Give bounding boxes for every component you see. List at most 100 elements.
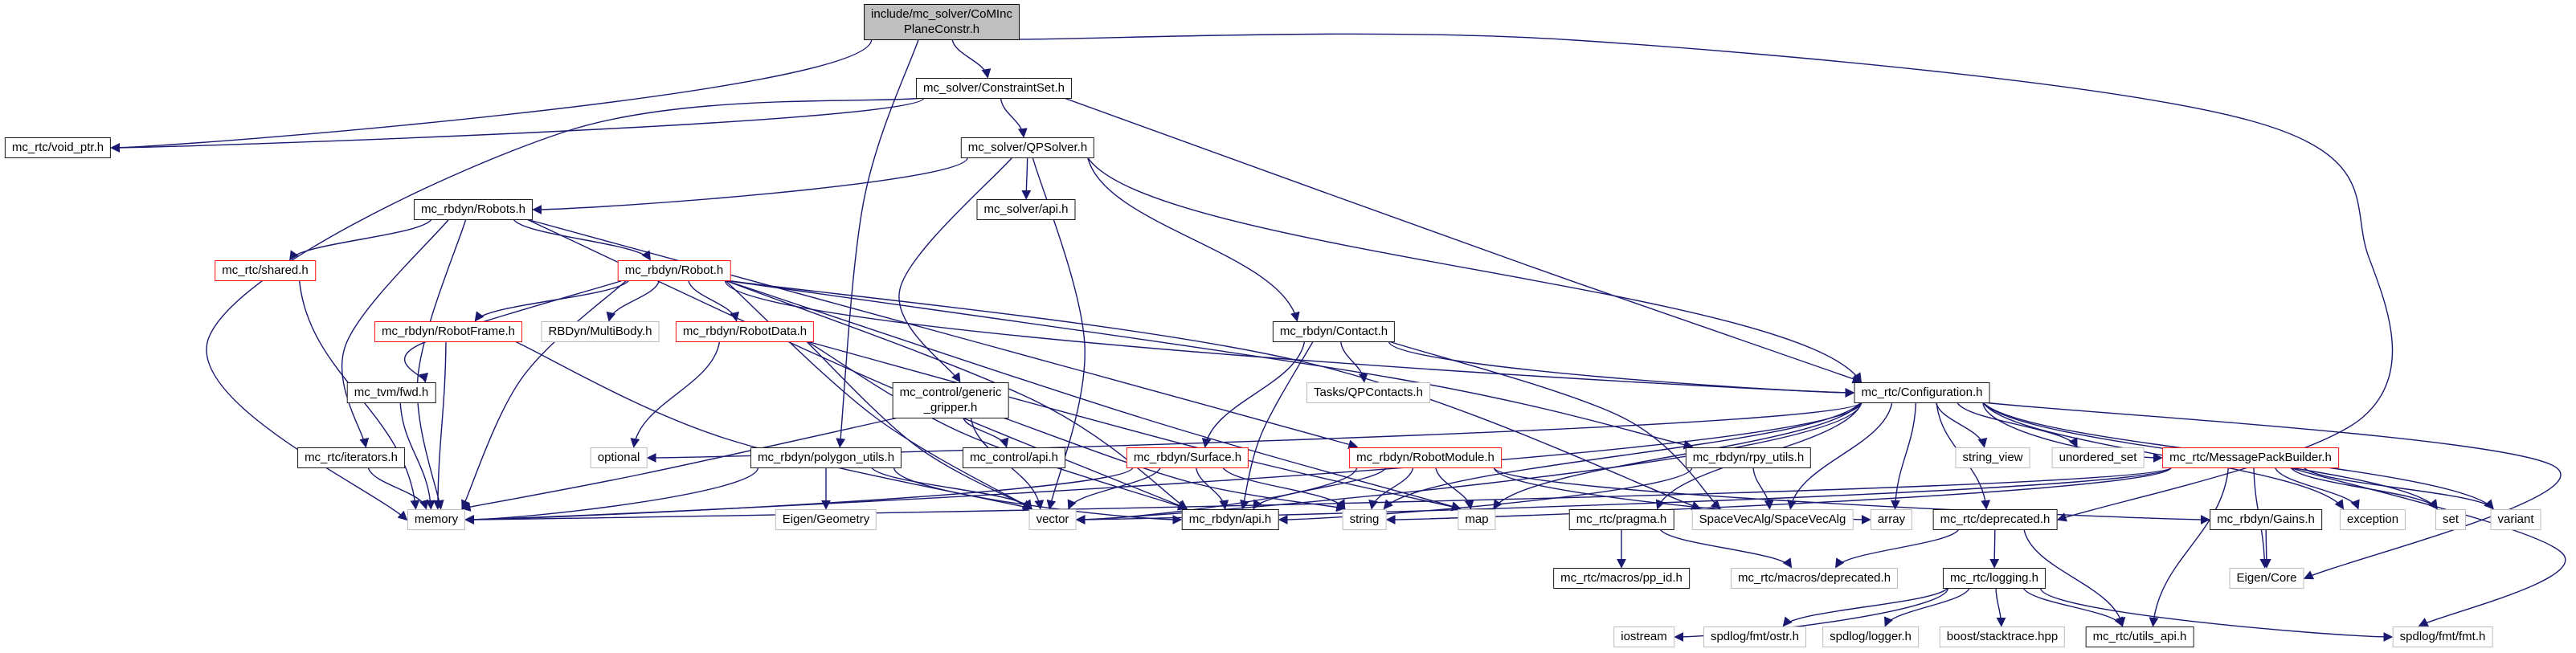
node-label: unordered_set bbox=[2059, 451, 2137, 464]
node-label: mc_rtc/macros/deprecated.h bbox=[1737, 571, 1891, 585]
edge-robots-to-rbdynapi bbox=[526, 218, 1188, 510]
node-controlapi[interactable]: mc_control/api.h bbox=[962, 447, 1066, 468]
node-rpy[interactable]: mc_rbdyn/rpy_utils.h bbox=[1685, 447, 1812, 468]
node-qpsolver[interactable]: mc_solver/QPSolver.h bbox=[960, 137, 1095, 158]
node-rbdynapi[interactable]: mc_rbdyn/api.h bbox=[1181, 509, 1279, 530]
node-contact[interactable]: mc_rbdyn/Contact.h bbox=[1272, 321, 1396, 342]
node-utilsapi[interactable]: mc_rtc/utils_api.h bbox=[2085, 626, 2194, 647]
edge-mpb-to-vector bbox=[1075, 467, 2172, 524]
edge-pragma-to-macrosdep bbox=[1659, 529, 1793, 569]
edge-deprecated-to-logging bbox=[1989, 529, 2000, 569]
edge-root-to-deprecated bbox=[1012, 33, 2394, 522]
edge-surface-to-string bbox=[1222, 467, 1346, 510]
node-label: array bbox=[1877, 512, 1906, 526]
edge-mpb-to-string bbox=[1385, 467, 2172, 524]
node-label: mc_rbdyn/RobotData.h bbox=[682, 324, 808, 338]
edge-robots-to-robotmodule bbox=[526, 218, 1359, 450]
node-label: mc_rtc/utils_api.h bbox=[2092, 630, 2187, 643]
edge-mpb-to-variant bbox=[2303, 467, 2494, 510]
edge-robotdata-to-optional bbox=[630, 341, 721, 448]
edge-gripper-to-memory bbox=[460, 417, 898, 512]
edge-configuration-to-map bbox=[1493, 402, 1862, 510]
node-label: mc_solver/api.h bbox=[983, 202, 1069, 216]
node-surface[interactable]: mc_rbdyn/Surface.h bbox=[1126, 447, 1249, 468]
node-ppid[interactable]: mc_rtc/macros/pp_id.h bbox=[1553, 568, 1690, 589]
node-label: map bbox=[1465, 512, 1489, 526]
node-constraintset[interactable]: mc_solver/ConstraintSet.h bbox=[916, 78, 1072, 99]
node-fmt: spdlog/fmt/fmt.h bbox=[2392, 626, 2493, 647]
node-deprecated[interactable]: mc_rtc/deprecated.h bbox=[1932, 509, 2058, 530]
edge-configuration-to-unorderedset bbox=[1957, 402, 2078, 448]
node-memory: memory bbox=[407, 509, 466, 530]
node-label: mc_rtc/iterators.h bbox=[305, 451, 398, 464]
edge-mpb-to-memory bbox=[464, 467, 2172, 524]
edge-fwd-to-memory bbox=[399, 402, 435, 510]
node-qpcontacts: Tasks/QPContacts.h bbox=[1306, 382, 1430, 403]
node-label: mc_rtc/logging.h bbox=[1949, 571, 2039, 585]
node-configuration[interactable]: mc_rtc/Configuration.h bbox=[1854, 382, 1990, 403]
node-root: include/mc_solver/CoMInc PlaneConstr.h bbox=[864, 4, 1020, 40]
node-label: SpaceVecAlg/SpaceVecAlg bbox=[1699, 512, 1846, 526]
edge-qpsolver-to-solverapi bbox=[1021, 157, 1032, 200]
node-iterators[interactable]: mc_rtc/iterators.h bbox=[297, 447, 405, 468]
node-solverapi[interactable]: mc_solver/api.h bbox=[976, 199, 1076, 220]
edge-robotmodule-to-string bbox=[1368, 467, 1414, 510]
node-label: spdlog/fmt/fmt.h bbox=[2399, 630, 2486, 643]
edge-configuration-to-string bbox=[1383, 402, 1862, 510]
edge-qpsolver-to-configuration bbox=[1087, 157, 1862, 383]
edge-robot-to-memory bbox=[461, 280, 628, 510]
node-label: mc_rtc/pragma.h bbox=[1576, 512, 1667, 526]
edge-mpb-to-exception bbox=[2274, 467, 2360, 510]
node-label: mc_rtc/void_ptr.h bbox=[11, 141, 104, 154]
edge-contact-to-rbdynapi bbox=[1240, 341, 1314, 510]
node-gripper[interactable]: mc_control/generic _gripper.h bbox=[892, 382, 1009, 418]
node-voidptr[interactable]: mc_rtc/void_ptr.h bbox=[4, 137, 112, 158]
node-gains[interactable]: mc_rbdyn/Gains.h bbox=[2210, 509, 2322, 530]
node-robotmodule[interactable]: mc_rbdyn/RobotModule.h bbox=[1349, 447, 1502, 468]
edge-surface-to-rbdynapi bbox=[1195, 467, 1229, 510]
edge-root-to-voidptr bbox=[110, 39, 873, 153]
node-robotdata[interactable]: mc_rbdyn/RobotData.h bbox=[675, 321, 815, 342]
node-logging[interactable]: mc_rtc/logging.h bbox=[1942, 568, 2046, 589]
node-label: Eigen/Core bbox=[2236, 571, 2297, 585]
edge-constraintset-to-voidptr bbox=[110, 97, 925, 153]
node-label: mc_rtc/deprecated.h bbox=[1940, 512, 2051, 526]
node-unorderedset: unordered_set bbox=[2051, 447, 2145, 468]
edge-configuration-to-array bbox=[1890, 402, 1917, 510]
edge-qpsolver-to-robots bbox=[532, 157, 968, 214]
edge-robot-to-vector bbox=[724, 280, 1032, 509]
node-label: mc_rbdyn/rpy_utils.h bbox=[1692, 451, 1805, 464]
edge-configuration-to-spacevecalg bbox=[1787, 402, 1893, 510]
node-robotframe[interactable]: mc_rbdyn/RobotFrame.h bbox=[374, 321, 522, 342]
node-stringview: string_view bbox=[1955, 447, 2030, 468]
edge-logging-to-ostr bbox=[1782, 587, 1948, 627]
node-exception: exception bbox=[2339, 509, 2406, 530]
edge-robots-to-robot bbox=[513, 218, 651, 261]
node-robot[interactable]: mc_rbdyn/Robot.h bbox=[617, 260, 731, 281]
node-label: mc_rtc/shared.h bbox=[222, 263, 309, 277]
edge-robotmodule-to-map bbox=[1435, 467, 1474, 510]
edge-configuration-to-optional bbox=[646, 402, 1862, 463]
edge-robot-to-multibody bbox=[606, 280, 660, 322]
node-label: mc_control/generic _gripper.h bbox=[899, 386, 1002, 414]
node-fwd[interactable]: mc_tvm/fwd.h bbox=[346, 382, 436, 403]
node-label: mc_rtc/macros/pp_id.h bbox=[1560, 571, 1683, 585]
node-label: Eigen/Geometry bbox=[782, 512, 870, 526]
node-pragma[interactable]: mc_rtc/pragma.h bbox=[1568, 509, 1674, 530]
node-polygon[interactable]: mc_rbdyn/polygon_utils.h bbox=[750, 447, 902, 468]
node-label: mc_rtc/MessagePackBuilder.h bbox=[2169, 451, 2332, 464]
edge-robotdata-to-map bbox=[807, 341, 1462, 512]
edge-robots-to-memory bbox=[416, 218, 467, 510]
node-array: array bbox=[1870, 509, 1913, 530]
edge-constraintset-to-qpsolver bbox=[1000, 97, 1028, 138]
node-label: vector bbox=[1036, 512, 1069, 526]
node-label: mc_rbdyn/Robots.h bbox=[420, 202, 526, 216]
node-mpb[interactable]: mc_rtc/MessagePackBuilder.h bbox=[2162, 447, 2339, 468]
node-robots[interactable]: mc_rbdyn/Robots.h bbox=[413, 199, 534, 220]
node-label: include/mc_solver/CoMInc PlaneConstr.h bbox=[871, 7, 1012, 36]
edge-deprecated-to-utilsapi bbox=[2023, 529, 2126, 627]
node-shared[interactable]: mc_rtc/shared.h bbox=[215, 260, 316, 281]
edge-gains-to-eigencore bbox=[2261, 529, 2271, 569]
node-label: mc_rbdyn/Surface.h bbox=[1133, 451, 1242, 464]
